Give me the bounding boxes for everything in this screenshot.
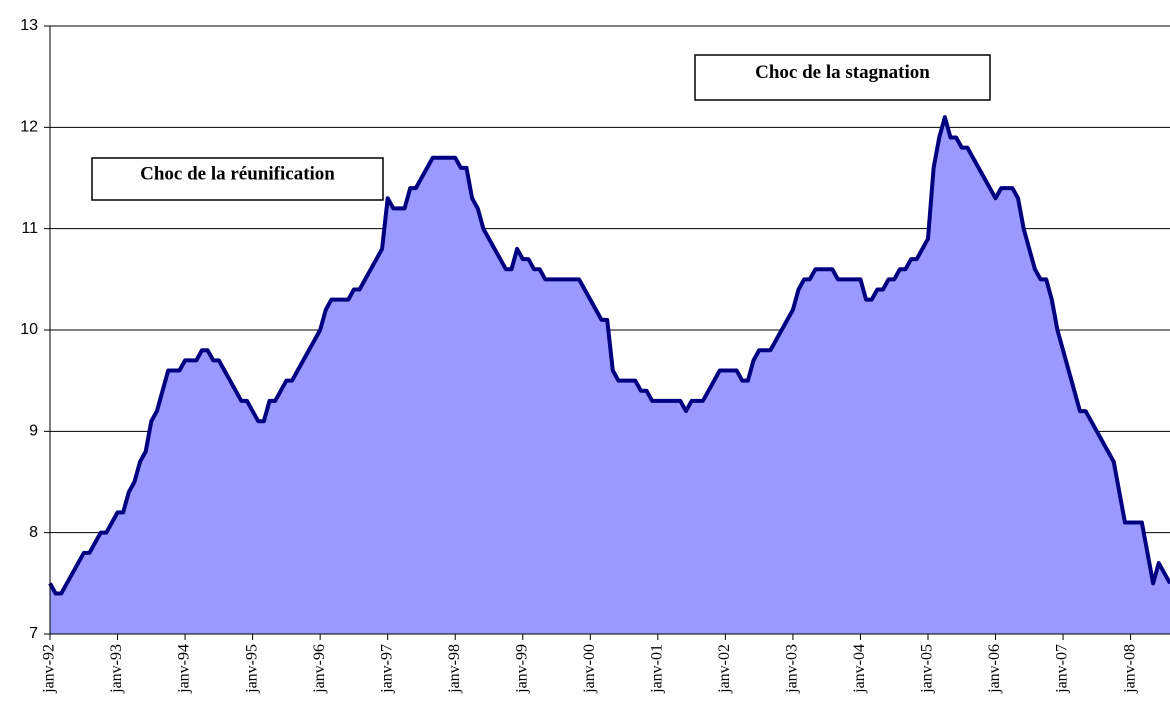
annotation-box [91,157,384,201]
y-tick-label: 13 [20,17,38,34]
y-tick-label: 8 [29,524,38,541]
x-tick-label: janv-94 [176,644,193,694]
area [50,117,1170,634]
x-tick-label: janv-06 [986,644,1003,694]
x-tick-label: janv-04 [851,644,868,694]
y-tick-label: 11 [21,220,38,237]
x-tick-label: janv-01 [649,644,666,694]
x-tick-label: janv-02 [716,644,733,694]
y-tick-label: 12 [20,119,38,136]
annotation-box [694,54,991,101]
x-tick-label: janv-05 [919,644,936,694]
x-tick-label: janv-92 [41,644,58,694]
y-tick-label: 9 [29,423,38,440]
x-tick-label: janv-93 [108,644,125,694]
x-tick-label: janv-03 [784,644,801,694]
x-tick-label: janv-95 [243,644,260,694]
x-tick-label: janv-07 [1054,644,1071,694]
annotation: Choc de la stagnation [755,62,930,83]
x-tick-label: janv-98 [446,644,463,694]
x-tick-label: janv-00 [581,644,598,694]
annotation: Choc de la réunification [140,163,335,184]
x-tick-label: janv-99 [513,644,530,694]
y-tick-label: 7 [29,625,38,642]
x-tick-label: janv-08 [1121,644,1138,694]
line [48,115,1170,596]
x-tick-label: janv-96 [311,644,328,694]
y-tick-label: 10 [20,321,38,338]
x-tick-label: janv-97 [378,644,395,694]
